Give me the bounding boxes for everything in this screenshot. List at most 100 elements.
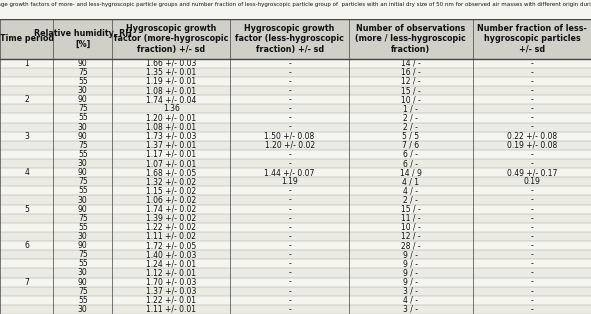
Text: Number fraction of less-
hygroscopic particles
+/- sd: Number fraction of less- hygroscopic par… bbox=[477, 24, 587, 54]
Text: 75: 75 bbox=[78, 287, 87, 296]
Text: 30: 30 bbox=[78, 159, 87, 168]
Text: 1.35 +/- 0.01: 1.35 +/- 0.01 bbox=[146, 68, 197, 77]
Text: -: - bbox=[531, 268, 533, 278]
Text: 1.20 +/- 0.01: 1.20 +/- 0.01 bbox=[147, 113, 196, 122]
Text: 15 / -: 15 / - bbox=[401, 86, 421, 95]
Bar bbox=[0, 59, 591, 68]
Text: 75: 75 bbox=[78, 250, 87, 259]
Text: Hygroscopic growth
factor (less-hygroscopic
fraction) +/- sd: Hygroscopic growth factor (less-hygrosco… bbox=[235, 24, 344, 54]
Text: 1.24 +/- 0.01: 1.24 +/- 0.01 bbox=[147, 259, 196, 268]
Bar bbox=[0, 141, 591, 150]
Text: 1 / -: 1 / - bbox=[403, 104, 418, 113]
Text: -: - bbox=[288, 68, 291, 77]
Text: 9 / -: 9 / - bbox=[403, 268, 418, 278]
Text: -: - bbox=[531, 95, 533, 104]
Bar bbox=[0, 150, 591, 159]
Text: 5 / 5: 5 / 5 bbox=[402, 132, 419, 141]
Bar bbox=[0, 241, 591, 250]
Text: 30: 30 bbox=[78, 232, 87, 241]
Text: Relative humidity, RH
[%]: Relative humidity, RH [%] bbox=[34, 29, 132, 48]
Text: 30: 30 bbox=[78, 305, 87, 314]
Text: 1.17 +/- 0.01: 1.17 +/- 0.01 bbox=[147, 150, 196, 159]
Text: 55: 55 bbox=[78, 113, 87, 122]
Bar bbox=[0, 305, 591, 314]
Text: -: - bbox=[531, 232, 533, 241]
Text: 1.19: 1.19 bbox=[281, 177, 298, 186]
Text: -: - bbox=[531, 287, 533, 296]
Text: 14 / 9: 14 / 9 bbox=[400, 168, 422, 177]
Text: 75: 75 bbox=[78, 214, 87, 223]
Text: 1.70 +/- 0.03: 1.70 +/- 0.03 bbox=[146, 278, 197, 287]
Bar bbox=[0, 177, 591, 186]
Text: -: - bbox=[531, 259, 533, 268]
Bar bbox=[0, 68, 591, 77]
Text: 5: 5 bbox=[24, 205, 29, 214]
Text: -: - bbox=[531, 241, 533, 250]
Text: -: - bbox=[288, 95, 291, 104]
Text: -: - bbox=[531, 305, 533, 314]
Text: 1.11 +/- 0.02: 1.11 +/- 0.02 bbox=[147, 232, 196, 241]
Text: 16 / -: 16 / - bbox=[401, 68, 421, 77]
Text: 1.68 +/- 0.05: 1.68 +/- 0.05 bbox=[146, 168, 197, 177]
Text: 55: 55 bbox=[78, 259, 87, 268]
Text: 0.19: 0.19 bbox=[524, 177, 540, 186]
Text: 12 / -: 12 / - bbox=[401, 232, 421, 241]
Text: 90: 90 bbox=[78, 278, 87, 287]
Text: 90: 90 bbox=[78, 168, 87, 177]
Text: 4: 4 bbox=[24, 168, 29, 177]
Bar bbox=[0, 104, 591, 113]
Bar bbox=[0, 159, 591, 168]
Text: 1.73 +/- 0.03: 1.73 +/- 0.03 bbox=[146, 132, 197, 141]
Text: Hygroscopic growth
factor (more-hygroscopic
fraction) +/- sd: Hygroscopic growth factor (more-hygrosco… bbox=[114, 24, 229, 54]
Text: 1.19 +/- 0.01: 1.19 +/- 0.01 bbox=[147, 77, 196, 86]
Text: 55: 55 bbox=[78, 187, 87, 195]
Text: 28 / -: 28 / - bbox=[401, 241, 421, 250]
Text: 4 / -: 4 / - bbox=[403, 296, 418, 305]
Text: 1.32 +/- 0.02: 1.32 +/- 0.02 bbox=[147, 177, 196, 186]
Bar bbox=[0, 259, 591, 268]
Text: 1.39 +/- 0.02: 1.39 +/- 0.02 bbox=[146, 214, 197, 223]
Text: 10 / -: 10 / - bbox=[401, 223, 421, 232]
Text: 30: 30 bbox=[78, 268, 87, 278]
Text: -: - bbox=[288, 113, 291, 122]
Text: -: - bbox=[288, 268, 291, 278]
Text: -: - bbox=[288, 250, 291, 259]
Text: -: - bbox=[531, 278, 533, 287]
Text: -: - bbox=[531, 68, 533, 77]
Text: 0.49 +/- 0.17: 0.49 +/- 0.17 bbox=[506, 168, 557, 177]
Text: 90: 90 bbox=[78, 241, 87, 250]
Text: 1.22 +/- 0.02: 1.22 +/- 0.02 bbox=[147, 223, 196, 232]
Text: 1.15 +/- 0.02: 1.15 +/- 0.02 bbox=[147, 187, 196, 195]
Text: 9 / -: 9 / - bbox=[403, 250, 418, 259]
Text: 10 / -: 10 / - bbox=[401, 95, 421, 104]
Text: -: - bbox=[288, 196, 291, 204]
Bar bbox=[0, 195, 591, 205]
Text: -: - bbox=[288, 259, 291, 268]
Text: 9 / -: 9 / - bbox=[403, 278, 418, 287]
Text: 6: 6 bbox=[24, 241, 29, 250]
Text: 90: 90 bbox=[78, 132, 87, 141]
Text: 30: 30 bbox=[78, 86, 87, 95]
Bar bbox=[0, 205, 591, 214]
Text: 1.06 +/- 0.02: 1.06 +/- 0.02 bbox=[146, 196, 197, 204]
Text: -: - bbox=[531, 159, 533, 168]
Text: 12 / -: 12 / - bbox=[401, 77, 421, 86]
Text: 2: 2 bbox=[24, 95, 29, 104]
Text: -: - bbox=[288, 122, 291, 132]
Text: 3: 3 bbox=[24, 132, 29, 141]
Text: 1.08 +/- 0.01: 1.08 +/- 0.01 bbox=[147, 86, 196, 95]
Text: 6 / -: 6 / - bbox=[403, 150, 418, 159]
Text: 1.07 +/- 0.01: 1.07 +/- 0.01 bbox=[146, 159, 197, 168]
Text: 4 / 1: 4 / 1 bbox=[402, 177, 419, 186]
Text: -: - bbox=[288, 104, 291, 113]
Text: 2 / -: 2 / - bbox=[403, 122, 418, 132]
Text: 75: 75 bbox=[78, 68, 87, 77]
Text: 90: 90 bbox=[78, 95, 87, 104]
Text: -: - bbox=[288, 287, 291, 296]
Text: 90: 90 bbox=[78, 59, 87, 68]
Bar bbox=[0, 19, 591, 59]
Text: -: - bbox=[531, 223, 533, 232]
Text: 1.37 +/- 0.03: 1.37 +/- 0.03 bbox=[146, 287, 197, 296]
Text: 1.40 +/- 0.03: 1.40 +/- 0.03 bbox=[146, 250, 197, 259]
Text: 55: 55 bbox=[78, 150, 87, 159]
